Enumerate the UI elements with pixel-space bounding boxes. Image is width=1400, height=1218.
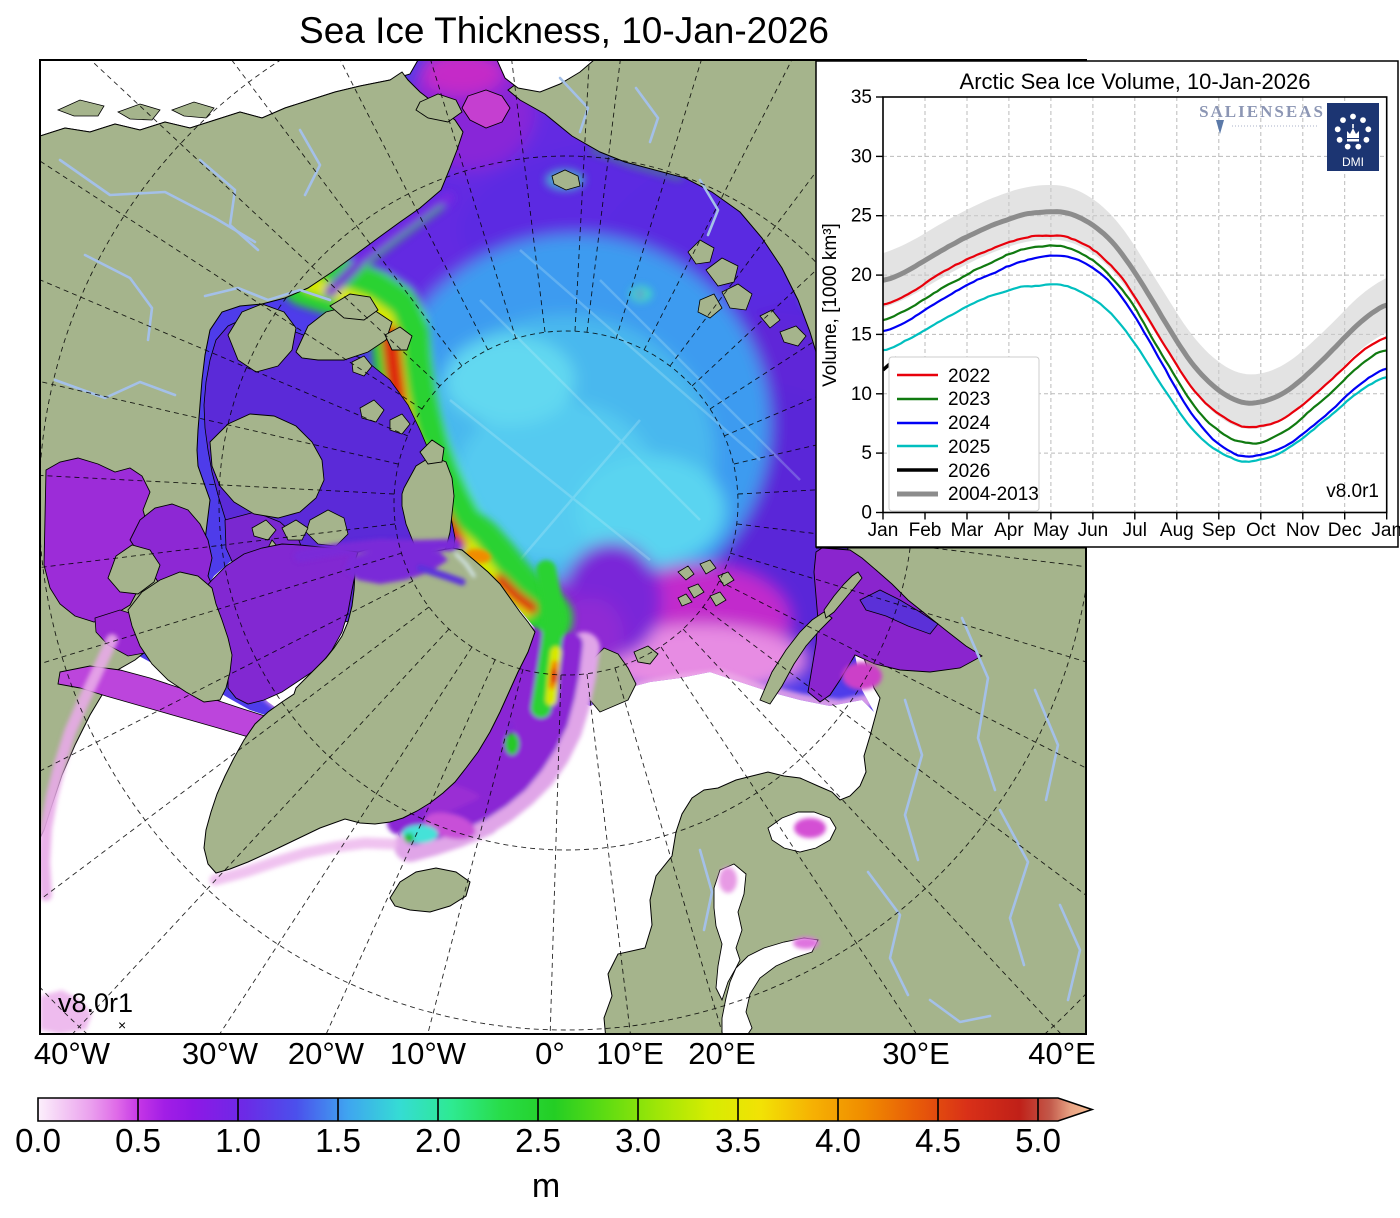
svg-text:Volume, [1000 km³]: Volume, [1000 km³]: [820, 223, 841, 387]
svg-text:2.0: 2.0: [415, 1122, 461, 1159]
svg-text:m: m: [532, 1167, 560, 1205]
svg-text:Apr: Apr: [994, 520, 1024, 541]
svg-text:40°W: 40°W: [34, 1036, 111, 1071]
svg-text:4.0: 4.0: [815, 1122, 861, 1159]
svg-text:40°E: 40°E: [1028, 1036, 1096, 1071]
svg-text:2023: 2023: [948, 389, 990, 410]
svg-text:2004-2013: 2004-2013: [948, 484, 1039, 505]
svg-text:v8.0r1: v8.0r1: [1326, 481, 1379, 502]
svg-text:Oct: Oct: [1246, 520, 1276, 541]
svg-text:10°W: 10°W: [390, 1036, 467, 1071]
svg-text:Nov: Nov: [1286, 520, 1320, 541]
svg-text:Jan: Jan: [1371, 520, 1400, 541]
svg-text:Sep: Sep: [1202, 520, 1236, 541]
svg-text:30°W: 30°W: [182, 1036, 259, 1071]
svg-text:×: ×: [118, 1017, 126, 1033]
svg-text:Jan: Jan: [868, 520, 899, 541]
svg-text:DMI: DMI: [1342, 155, 1364, 169]
svg-text:SALIENSEAS: SALIENSEAS: [1199, 102, 1325, 121]
svg-text:20: 20: [851, 265, 872, 286]
svg-text:2025: 2025: [948, 437, 990, 458]
svg-text:1.5: 1.5: [315, 1122, 361, 1159]
svg-text:25: 25: [851, 206, 872, 227]
svg-text:2.5: 2.5: [515, 1122, 561, 1159]
svg-text:10°E: 10°E: [596, 1036, 664, 1071]
svg-text:Dec: Dec: [1328, 520, 1362, 541]
svg-text:v8.0r1: v8.0r1: [58, 988, 133, 1018]
svg-text:Arctic Sea Ice Volume, 10-Jan-: Arctic Sea Ice Volume, 10-Jan-2026: [960, 69, 1311, 94]
svg-text:Jun: Jun: [1078, 520, 1109, 541]
svg-text:30: 30: [851, 146, 872, 167]
svg-text:1.0: 1.0: [215, 1122, 261, 1159]
svg-text:May: May: [1033, 520, 1069, 541]
svg-text:2026: 2026: [948, 461, 990, 482]
svg-text:3.5: 3.5: [715, 1122, 761, 1159]
svg-text:Feb: Feb: [909, 520, 942, 541]
svg-text:Jul: Jul: [1123, 520, 1147, 541]
svg-text:10: 10: [851, 384, 872, 405]
svg-text:20°W: 20°W: [288, 1036, 365, 1071]
svg-text:0: 0: [861, 503, 872, 524]
svg-text:Mar: Mar: [951, 520, 984, 541]
svg-text:3.0: 3.0: [615, 1122, 661, 1159]
svg-text:15: 15: [851, 324, 872, 345]
svg-text:5: 5: [861, 443, 872, 464]
svg-text:Sea Ice Thickness, 10-Jan-2026: Sea Ice Thickness, 10-Jan-2026: [299, 10, 829, 51]
svg-text:30°E: 30°E: [882, 1036, 950, 1071]
svg-text:2022: 2022: [948, 366, 990, 387]
svg-text:4.5: 4.5: [915, 1122, 961, 1159]
svg-text:20°E: 20°E: [688, 1036, 756, 1071]
svg-text:2024: 2024: [948, 413, 991, 434]
svg-text:5.0: 5.0: [1015, 1122, 1061, 1159]
svg-text:Aug: Aug: [1160, 520, 1194, 541]
svg-text:0.0: 0.0: [15, 1122, 61, 1159]
svg-text:0.5: 0.5: [115, 1122, 161, 1159]
svg-text:0°: 0°: [535, 1036, 565, 1071]
svg-text:35: 35: [851, 87, 872, 108]
